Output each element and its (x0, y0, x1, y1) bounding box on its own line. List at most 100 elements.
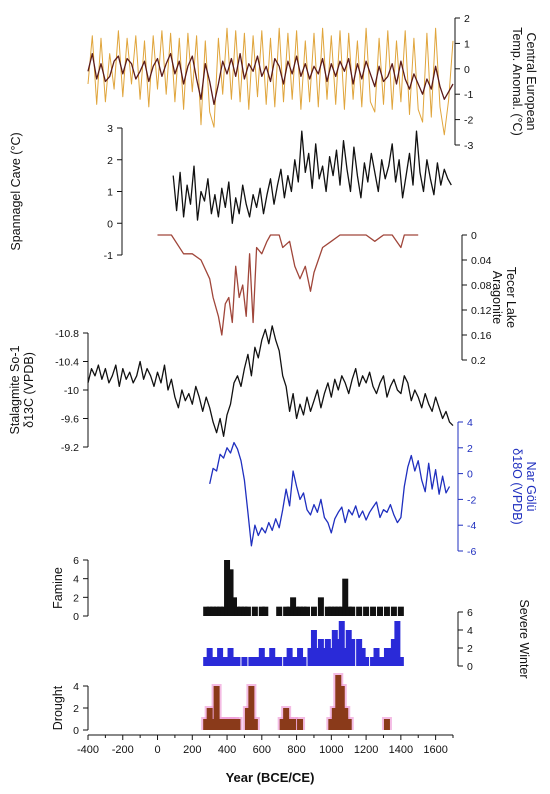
drought-bar (217, 719, 224, 730)
famine-bar (237, 606, 244, 616)
winter-bar (370, 657, 377, 666)
x-tick-label: -200 (112, 744, 134, 756)
famine-bar (262, 606, 269, 616)
winter-bar (338, 621, 345, 666)
winter-bar (206, 648, 213, 666)
winter-bar (255, 657, 262, 666)
tecer-y-tick-label: 0.08 (471, 280, 492, 292)
x-axis: -400 -200 0 200 400 600 800 1000 1200 1400 1600 (77, 734, 454, 756)
temp-y-tick-label: -1 (464, 89, 473, 101)
famine-y-tick-label: 2 (73, 592, 79, 604)
famine-bar (324, 606, 331, 616)
winter-bar (345, 630, 352, 666)
x-tick-label: -400 (77, 744, 99, 756)
winter-bar (227, 648, 234, 666)
nar-y-tick-label: -6 (467, 546, 476, 558)
x-tick-label: 1000 (319, 744, 343, 756)
so1-y-tick-label: -10 (64, 385, 79, 397)
so1-y-tick-label: -9.2 (61, 442, 79, 454)
winter-bar (300, 657, 307, 666)
x-tick-label: 400 (218, 744, 236, 756)
winter-bar (293, 657, 300, 666)
drought-bar (283, 708, 290, 730)
x-tick-label: 1200 (354, 744, 378, 756)
x-tick-label: 200 (183, 744, 201, 756)
winter-bar (231, 657, 237, 666)
famine-bar (297, 606, 304, 616)
famine-bar (258, 606, 265, 616)
x-tick-label: 1600 (423, 744, 447, 756)
winter-y-tick-label: 4 (467, 625, 473, 637)
winter-bar (387, 648, 394, 666)
drought-bar (345, 719, 352, 730)
winter-bar (363, 657, 370, 666)
winter-bar (321, 648, 328, 666)
temp-y-tick-label: 2 (464, 13, 470, 25)
famine-bar (251, 606, 258, 616)
nar-y-tick-label: 4 (467, 417, 473, 429)
winter-y-tick-label: 0 (467, 661, 473, 673)
nar-series-line (209, 441, 451, 547)
spannagel-series-line (172, 130, 452, 224)
drought-bar (338, 686, 345, 730)
famine-bar (217, 606, 224, 616)
winter-bar (283, 657, 290, 666)
famine-bar (234, 606, 241, 616)
tecer-y-tick-label: 0 (471, 230, 477, 242)
nar-y-tick-label: -2 (467, 494, 476, 506)
drought-bar (335, 675, 342, 730)
famine-bar (210, 606, 217, 616)
drought-y-tick-label: 4 (73, 681, 79, 693)
nar-y-tick-label: 2 (467, 443, 473, 455)
drought-bar (210, 719, 217, 730)
so1-y-axis-title: δ13C (VPDB) (22, 352, 36, 428)
winter-bar (383, 648, 390, 666)
nar-y-axis-title: δ18O (VPDB) (510, 448, 524, 524)
spannagel-panel: 3 2 1 0 -1 Spannagel Cave (°C) (9, 123, 452, 262)
winter-bar (314, 648, 321, 666)
famine-y-axis-title: Famine (51, 567, 65, 609)
temp-y-tick-label: 0 (464, 64, 470, 76)
drought-panel: 4 2 0 Drought (51, 673, 392, 737)
winter-bar (342, 648, 349, 666)
famine-bar (224, 560, 231, 616)
drought-bar (203, 719, 210, 730)
famine-bar (317, 597, 324, 616)
famine-bar (328, 606, 335, 616)
drought-bar (224, 719, 231, 730)
tecer-series-line (157, 234, 419, 336)
winter-bar (377, 657, 383, 666)
winter-bar (390, 639, 397, 666)
temp-y-axis-title: Temp. Anomal. (°C) (510, 27, 524, 136)
famine-bar (390, 606, 397, 616)
tecer-y-axis-title: Tecer Lake (504, 267, 518, 328)
famine-bar (397, 606, 404, 616)
famine-bar (342, 578, 349, 616)
famine-bar (383, 606, 390, 616)
winter-bar (394, 621, 401, 666)
drought-bar (328, 719, 335, 730)
winter-bar (373, 648, 380, 666)
famine-y-tick-label: 0 (73, 611, 79, 623)
temp-y-tick-label: -3 (464, 140, 473, 152)
drought-y-tick-label: 0 (73, 725, 79, 737)
nar-y-tick-label: 0 (467, 469, 473, 481)
famine-bar (293, 606, 300, 616)
temp-y-axis-title: Central European (524, 33, 538, 131)
famine-bar (304, 606, 310, 616)
winter-bar (203, 657, 210, 666)
winter-y-tick-label: 6 (467, 607, 473, 619)
drought-bar (206, 708, 213, 730)
famine-bar (290, 597, 297, 616)
tecer-y-tick-label: 0.16 (471, 330, 492, 342)
drought-bar (248, 686, 255, 730)
winter-bar (324, 639, 331, 666)
x-axis-label: Year (BCE/CE) (226, 770, 315, 785)
winter-bar (234, 657, 241, 666)
temp-series-line (87, 52, 454, 106)
spannagel-y-tick-label: -1 (104, 250, 113, 262)
famine-panel: 6 4 2 0 Famine (51, 555, 404, 623)
famine-bar (345, 606, 352, 616)
famine-bar (377, 606, 383, 616)
